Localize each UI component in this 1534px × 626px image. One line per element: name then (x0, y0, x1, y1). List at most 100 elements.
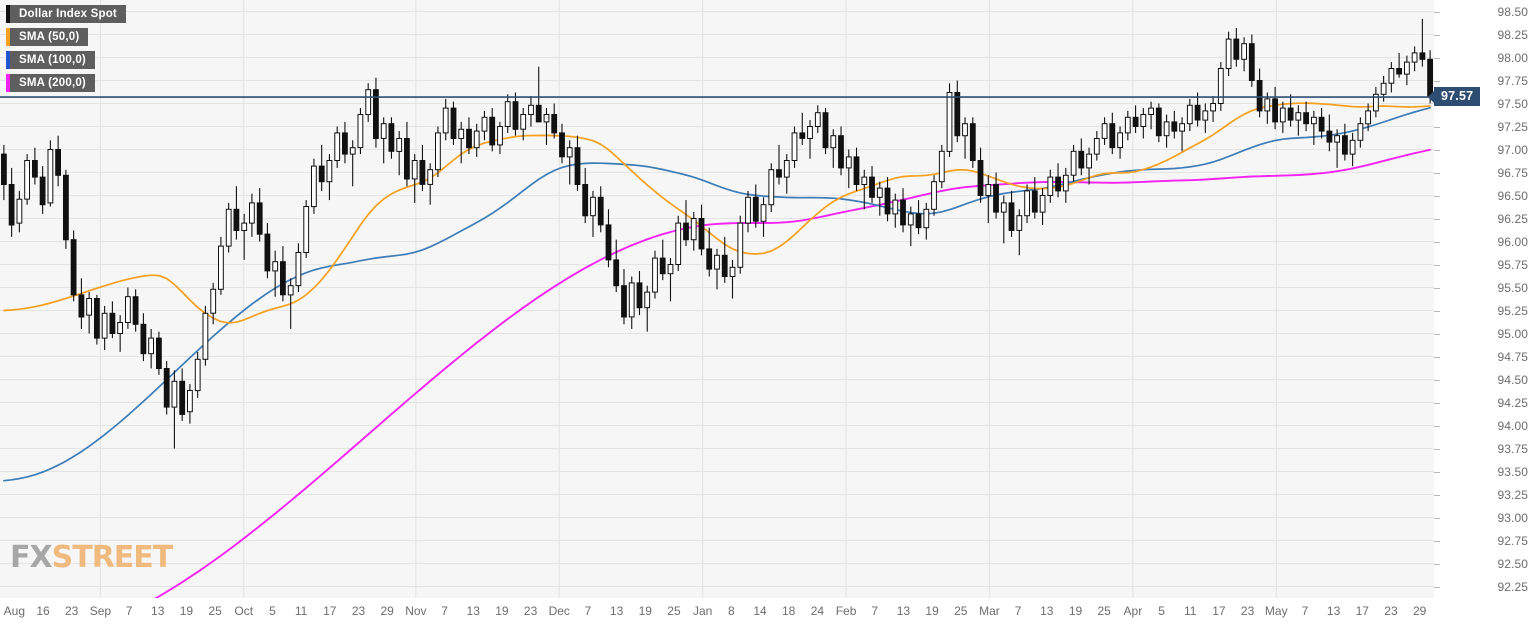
date-axis-label: 23 (523, 604, 538, 618)
date-axis-label: 23 (1240, 604, 1255, 618)
current-price-badge[interactable]: 97.57 (1428, 87, 1481, 107)
date-axis-label: 25 (667, 604, 681, 618)
price-axis-label: 96.00 (1497, 234, 1528, 249)
legend-item-sma200[interactable]: SMA (200,0) (6, 74, 95, 92)
price-axis-label: 94.75 (1497, 349, 1528, 364)
price-axis-label: 95.75 (1497, 257, 1528, 272)
date-axis-label: Aug (3, 604, 26, 618)
price-axis-label: 93.50 (1497, 464, 1528, 479)
price-axis-tick (1434, 11, 1440, 13)
date-axis-label: Apr (1123, 604, 1143, 618)
date-axis-label: 19 (1068, 604, 1083, 618)
legend-label-sma100: SMA (100,0) (10, 51, 95, 69)
price-axis-label: 97.25 (1497, 119, 1528, 134)
price-axis-tick (1434, 126, 1440, 128)
chart-plot-area[interactable] (0, 0, 1434, 598)
watermark-street: STREET (51, 540, 174, 575)
price-axis-tick (1434, 402, 1440, 404)
price-axis-tick (1434, 540, 1440, 542)
price-axis-label: 95.00 (1497, 326, 1528, 341)
price-axis-tick (1434, 471, 1440, 473)
date-axis-label: 25 (954, 604, 968, 618)
price-axis-tick (1434, 333, 1440, 335)
date-axis-label: 7 (125, 604, 133, 618)
watermark-fx: FX (10, 540, 53, 575)
date-axis-label: 13 (896, 604, 911, 618)
price-axis-tick (1434, 448, 1440, 450)
price-axis-label: 93.25 (1497, 487, 1528, 502)
price-axis-label: 92.25 (1497, 579, 1528, 594)
date-axis[interactable]: Aug 16 23 Sep 7 13 19 25 Oct 5 11 17 23 29 Nov 7 13 19 23 D… (0, 598, 1534, 626)
date-axis-label: 8 (727, 604, 735, 618)
date-axis-label: 23 (65, 604, 79, 618)
price-axis-label: 97.50 (1497, 96, 1528, 111)
price-axis-label: 96.50 (1497, 188, 1528, 203)
date-axis-label: Oct (234, 604, 254, 618)
price-axis-label: 93.75 (1497, 441, 1528, 456)
date-axis-label: 17 (1355, 604, 1369, 618)
price-axis-tick (1434, 57, 1440, 59)
price-axis-label: 95.50 (1497, 280, 1528, 295)
price-axis-label: 98.00 (1497, 50, 1528, 65)
date-axis-label: Sep (89, 604, 112, 618)
date-axis-label: Mar (979, 604, 1000, 618)
date-axis-label: Dec (548, 604, 570, 618)
legend-label-sma200: SMA (200,0) (10, 74, 95, 92)
price-axis-label: 94.25 (1497, 395, 1528, 410)
candlestick-canvas (0, 0, 1434, 598)
legend-label-sma50: SMA (50,0) (10, 28, 89, 46)
price-axis-tick (1434, 425, 1440, 427)
price-axis-label: 98.25 (1497, 27, 1528, 42)
price-axis-tick (1434, 287, 1440, 289)
date-axis-label: 7 (584, 604, 592, 618)
price-axis-tick (1434, 34, 1440, 36)
date-axis-label: 13 (466, 604, 480, 618)
price-axis-tick (1434, 80, 1440, 82)
legend-item-price[interactable]: Dollar Index Spot (6, 5, 126, 23)
date-axis-label: 5 (1158, 604, 1165, 618)
price-axis-label: 98.50 (1497, 4, 1528, 19)
date-axis-label: 19 (179, 604, 194, 618)
price-axis-label: 94.50 (1497, 372, 1528, 387)
legend-swatch-price (6, 5, 10, 23)
price-axis-tick (1434, 241, 1440, 243)
price-axis-tick (1434, 172, 1440, 174)
legend-swatch-sma50 (6, 28, 10, 46)
date-axis-label: 19 (925, 604, 939, 618)
date-axis-label: Jan (692, 604, 713, 618)
date-axis-label: 16 (36, 604, 50, 618)
date-axis-label: 13 (1040, 604, 1054, 618)
fxstreet-watermark: FXSTREET (10, 540, 174, 575)
price-axis-label: 97.75 (1497, 73, 1528, 88)
price-axis-tick (1434, 379, 1440, 381)
date-axis-label: 24 (810, 604, 825, 618)
price-axis-label: 93.00 (1497, 510, 1528, 525)
date-axis-label: Feb (835, 604, 857, 618)
legend-swatch-sma200 (6, 74, 10, 92)
price-axis-label: 96.25 (1497, 211, 1528, 226)
price-axis-tick (1434, 310, 1440, 312)
date-axis-label: 29 (380, 604, 394, 618)
legend-item-sma50[interactable]: SMA (50,0) (6, 28, 89, 46)
price-axis-tick (1434, 563, 1440, 565)
date-axis-label: May (1264, 604, 1288, 618)
price-axis-tick (1434, 517, 1440, 519)
price-axis-tick (1434, 494, 1440, 496)
price-axis-tick (1434, 195, 1440, 197)
date-axis-label: 7 (441, 604, 448, 618)
price-axis-label: 96.75 (1497, 165, 1528, 180)
date-axis-label: 7 (1301, 604, 1309, 618)
price-axis-label: 97.00 (1497, 142, 1528, 157)
date-axis-label: 19 (638, 604, 652, 618)
date-axis-label: 29 (1412, 604, 1427, 618)
date-axis-label: 14 (753, 604, 767, 618)
price-axis-label: 95.25 (1497, 303, 1528, 318)
date-axis-label: 19 (495, 604, 509, 618)
date-axis-label: 5 (269, 604, 276, 618)
legend-item-sma100[interactable]: SMA (100,0) (6, 51, 95, 69)
date-axis-label: 11 (1183, 604, 1197, 618)
date-axis-label: 23 (351, 604, 366, 618)
current-price-value: 97.57 (1434, 87, 1481, 107)
price-axis-tick (1434, 356, 1440, 358)
